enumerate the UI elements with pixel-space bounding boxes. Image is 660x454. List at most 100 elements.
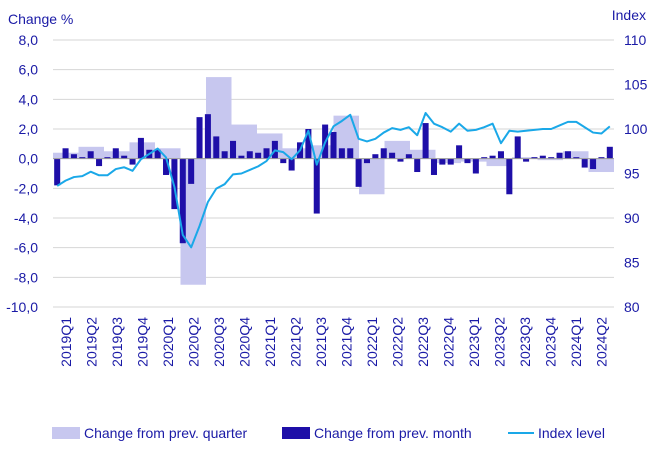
x-tick-label: 2019Q1 (58, 317, 74, 367)
month-bar (581, 158, 588, 168)
legend-swatch-index (508, 432, 534, 434)
quarter-bar (486, 158, 512, 167)
month-bar (464, 158, 471, 164)
month-bar (129, 158, 136, 165)
month-bar (606, 146, 613, 159)
month-bar (280, 158, 287, 164)
month-bar (514, 136, 521, 159)
month-bar (447, 158, 454, 165)
legend-item-quarter: Change from prev. quarter (52, 424, 247, 442)
right-tick-label: 80 (624, 299, 640, 315)
left-tick-label: -4,0 (14, 210, 38, 226)
month-bar (539, 155, 546, 159)
month-bar (121, 155, 128, 159)
month-bar (489, 155, 496, 159)
x-tick-label: 2024Q1 (568, 317, 584, 367)
right-tick-label: 95 (624, 166, 640, 182)
x-tick-label: 2020Q2 (185, 317, 201, 367)
x-tick-label: 2023Q1 (466, 317, 482, 367)
month-bar (104, 157, 111, 159)
legend-swatch-quarter (52, 427, 80, 439)
month-bar (313, 158, 320, 214)
month-bar (238, 155, 245, 159)
month-bar (556, 152, 563, 159)
index-level-line (56, 111, 611, 249)
month-bar (363, 158, 371, 164)
month-bar (112, 148, 119, 159)
month-bar (506, 158, 513, 195)
left-tick-label: 2,0 (19, 121, 39, 137)
quarter-bar (282, 148, 308, 159)
legend-swatch-month (282, 427, 310, 439)
month-bar (330, 131, 337, 159)
month-bar (204, 114, 211, 159)
right-tick-label: 85 (624, 255, 640, 271)
month-bar (497, 151, 504, 159)
x-tick-label: 2019Q4 (134, 317, 150, 367)
legend-label-quarter: Change from prev. quarter (84, 425, 248, 441)
month-bar (263, 148, 270, 159)
quarter-bar (537, 158, 563, 161)
month-bar (154, 149, 161, 159)
month-bar (79, 157, 86, 159)
x-tick-label: 2023Q2 (491, 317, 507, 367)
month-bar (163, 158, 170, 175)
quarter-bar (155, 148, 181, 159)
legend-item-index: Index level (508, 424, 605, 442)
month-bar (531, 157, 538, 159)
left-tick-label: 4,0 (19, 91, 39, 107)
month-bar (62, 148, 69, 159)
right-tick-label: 105 (624, 77, 648, 93)
month-bar (405, 154, 412, 159)
month-bars (54, 114, 613, 244)
x-tick-label: 2020Q4 (236, 317, 252, 367)
right-tick-label: 90 (624, 210, 640, 226)
x-tick-label: 2022Q3 (415, 317, 431, 367)
left-axis-ticks: 8,0 6,0 4,0 2,0 0,0 -2,0 -4,0 -6,0 -8,0 -10,0 (6, 32, 38, 315)
left-tick-label: 6,0 (19, 62, 39, 78)
month-bar (70, 154, 77, 159)
month-bar (213, 136, 220, 159)
x-tick-label: 2019Q3 (109, 317, 125, 367)
legend-item-month: Change from prev. month (282, 424, 472, 442)
x-tick-label: 2022Q2 (389, 317, 405, 367)
left-tick-label: -10,0 (6, 299, 38, 315)
month-bar (548, 157, 555, 159)
x-axis-ticks: 2019Q1 2019Q2 2019Q3 2019Q4 2020Q1 2020Q2 2020… (58, 317, 610, 367)
month-bar (196, 117, 203, 159)
quarter-bar (563, 151, 589, 159)
x-tick-label: 2020Q1 (160, 317, 176, 367)
quarter-bar (359, 158, 385, 195)
month-bar (137, 137, 144, 159)
month-bar (439, 158, 446, 165)
month-bar (96, 158, 103, 167)
month-bar (305, 129, 312, 159)
legend: Change from prev. quarter Change from pr… (0, 420, 660, 444)
x-tick-label: 2019Q2 (83, 317, 99, 367)
month-bar (347, 148, 354, 159)
left-tick-label: -8,0 (14, 269, 38, 285)
month-bar (564, 151, 571, 159)
index-line (56, 111, 611, 249)
month-bar (255, 152, 262, 159)
month-bar (179, 158, 186, 244)
month-bar (230, 140, 237, 159)
month-bar (523, 158, 530, 162)
month-bar (389, 152, 396, 159)
month-bar (573, 157, 580, 159)
month-bar (414, 158, 421, 173)
month-bar (598, 157, 605, 159)
month-bar (380, 148, 387, 159)
right-axis-title: Index (612, 7, 646, 23)
right-tick-label: 110 (624, 32, 647, 48)
month-bar (372, 154, 379, 159)
right-tick-label: 100 (624, 121, 648, 137)
month-bar (87, 151, 94, 159)
month-bar (456, 145, 463, 159)
month-bar (397, 158, 404, 162)
right-axis-ticks: 110 105 100 95 90 85 80 (624, 32, 648, 315)
left-tick-label: 8,0 (19, 32, 39, 48)
month-bar (422, 123, 429, 159)
x-tick-label: 2021Q1 (262, 317, 278, 367)
month-bar (590, 158, 597, 170)
